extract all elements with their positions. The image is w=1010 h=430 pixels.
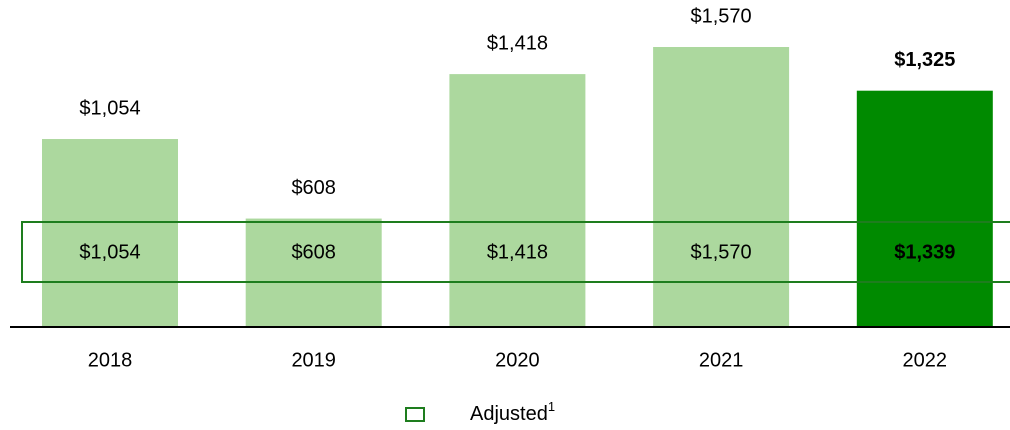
value-label: $1,570 [691, 5, 752, 27]
adjusted-label: $1,339 [894, 241, 955, 263]
bar [42, 139, 178, 327]
bar [449, 74, 586, 328]
adjusted-label: $1,570 [691, 241, 752, 263]
value-label: $608 [291, 177, 336, 199]
bar [653, 47, 790, 327]
adjusted-label: $608 [291, 241, 336, 263]
x-tick-label: 2018 [88, 349, 133, 371]
x-tick-label: 2020 [495, 349, 540, 371]
x-tick-label: 2021 [699, 349, 744, 371]
adjusted-label: $1,418 [487, 241, 548, 263]
legend-footnote: 1 [548, 399, 555, 414]
bar [856, 90, 993, 327]
x-tick-label: 2019 [291, 349, 336, 371]
legend-label: Adjusted1 [470, 399, 555, 425]
adjusted-box [21, 221, 1010, 283]
value-label: $1,325 [894, 49, 955, 71]
adjusted-label: $1,054 [79, 241, 140, 263]
bar [245, 218, 382, 327]
x-tick-label: 2022 [903, 349, 948, 371]
legend-name: Adjusted [470, 403, 548, 425]
value-label: $1,054 [79, 97, 140, 119]
legend-swatch [405, 407, 425, 422]
value-label: $1,418 [487, 32, 548, 54]
